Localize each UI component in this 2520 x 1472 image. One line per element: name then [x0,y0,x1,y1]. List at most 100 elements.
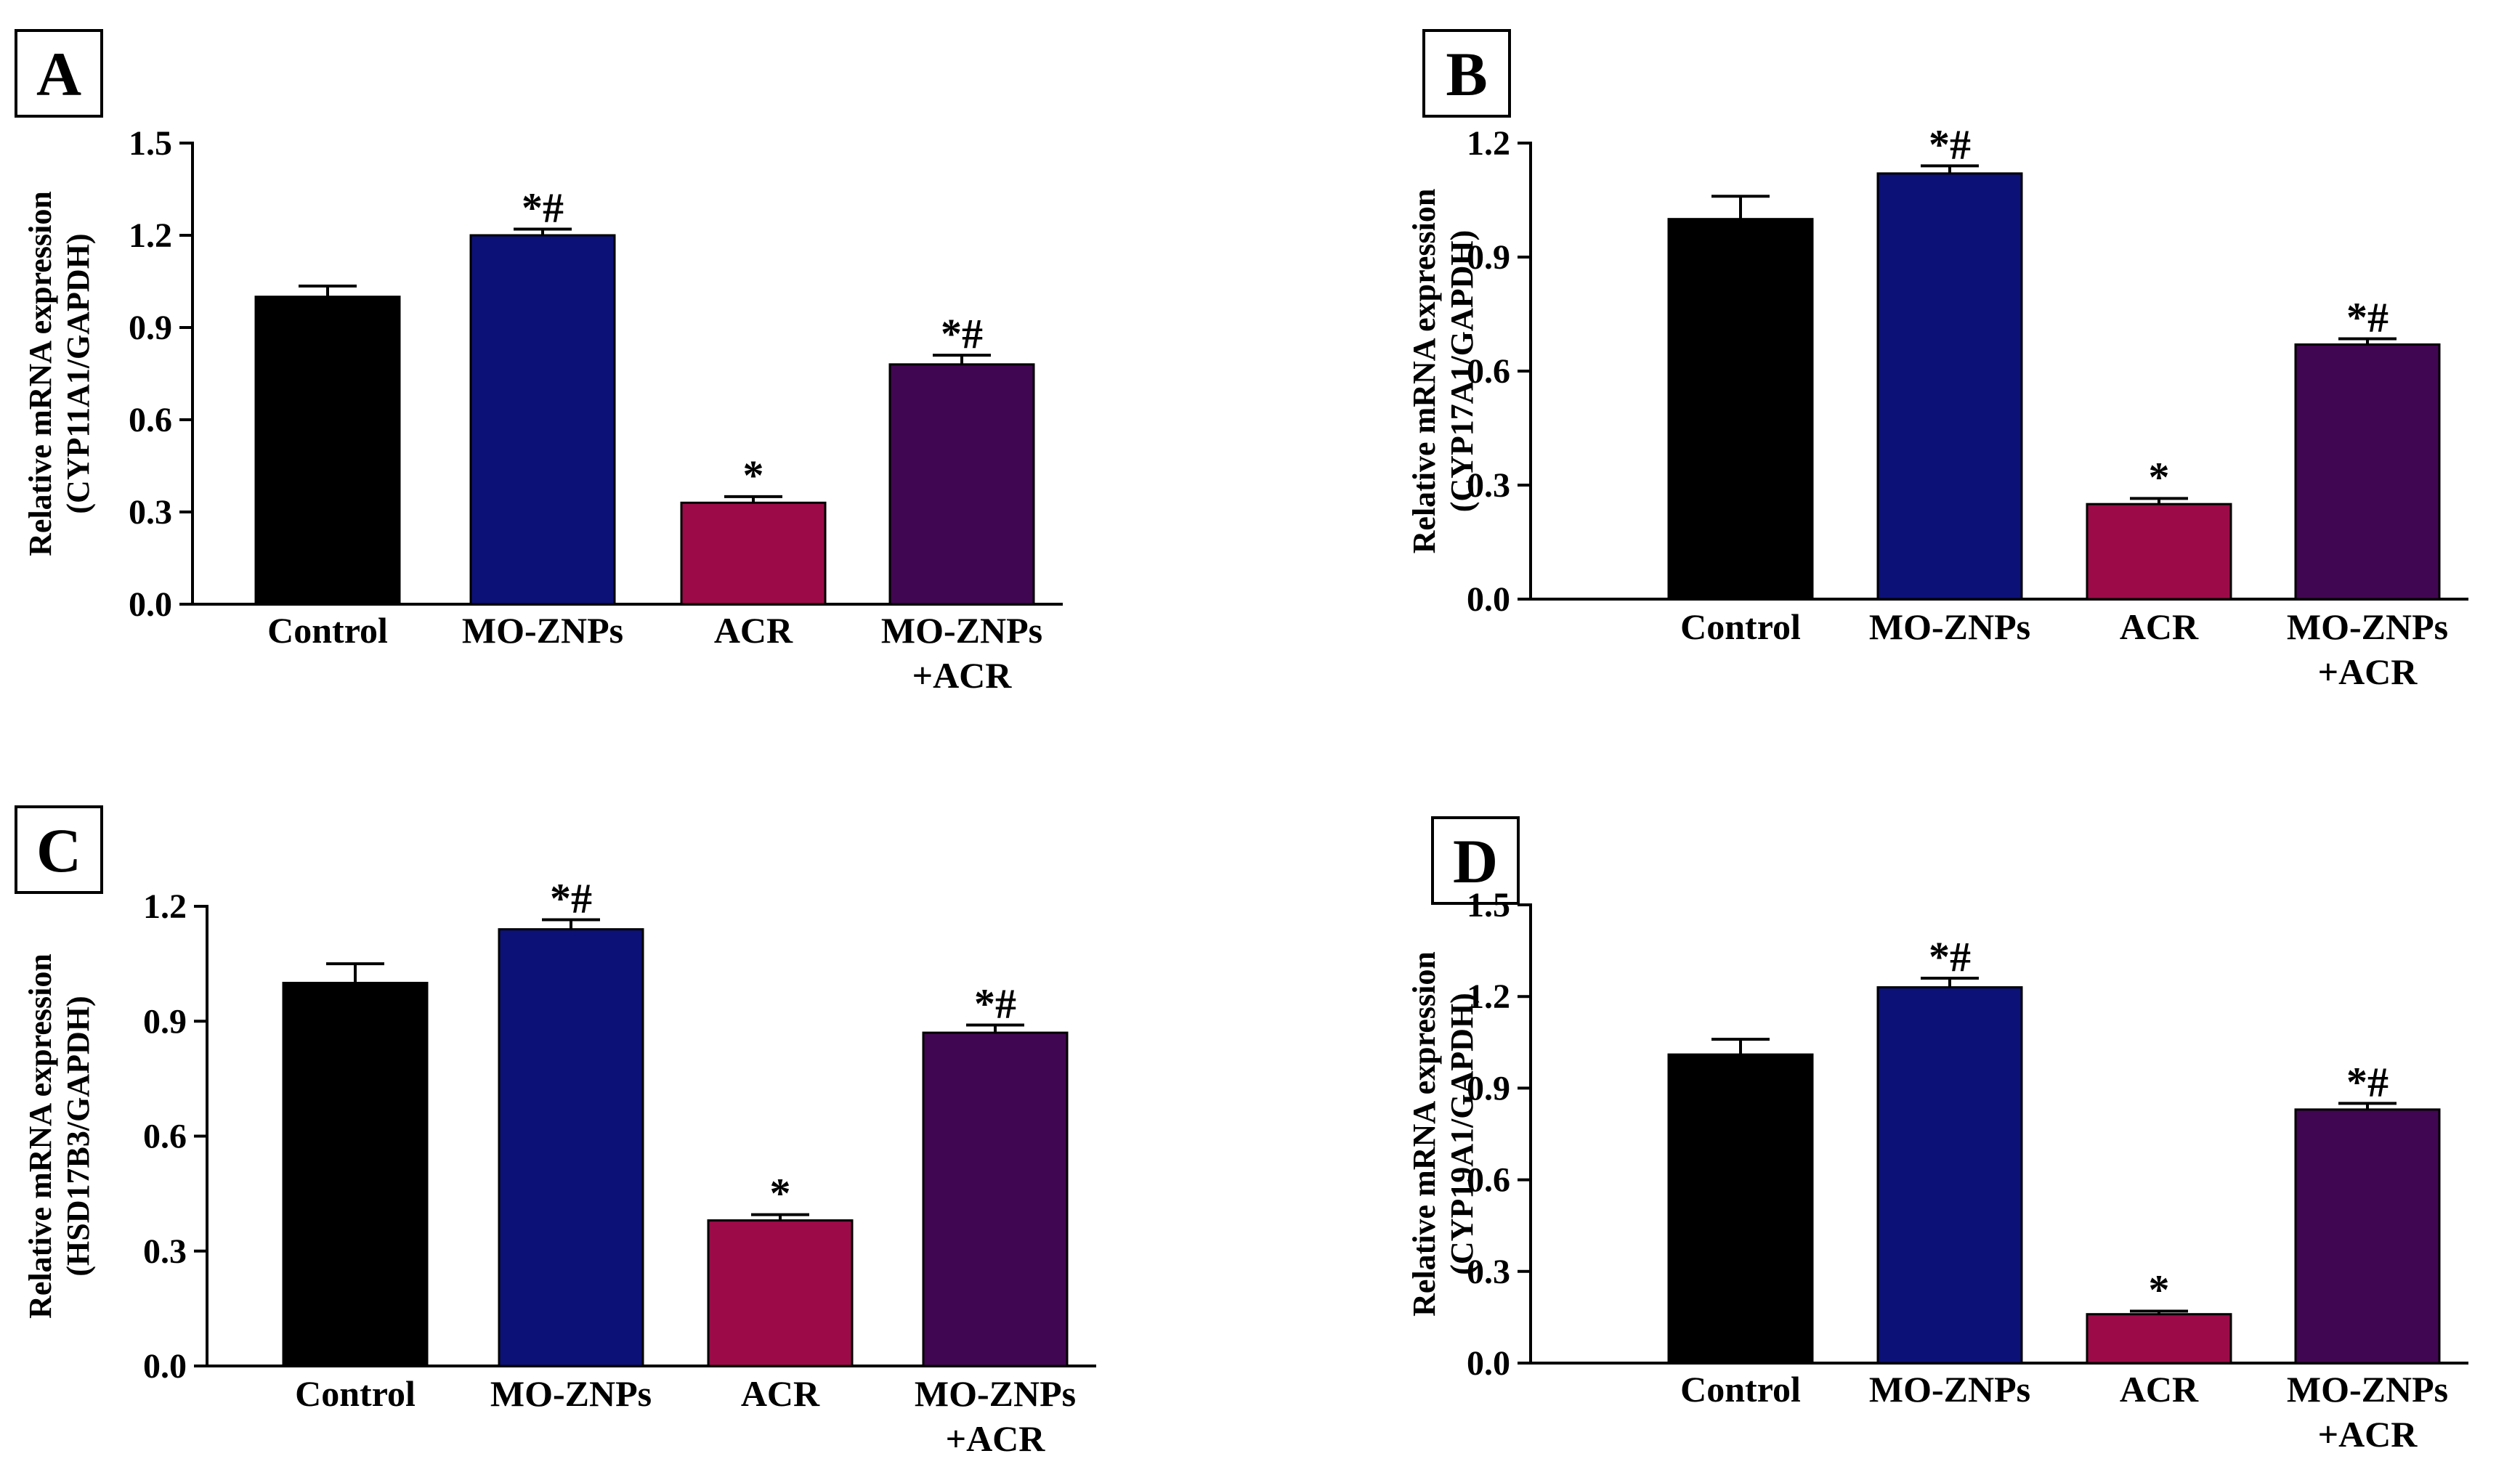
bar-control [254,296,401,606]
significance-mark: *# [2346,294,2389,341]
bar-control [282,982,429,1367]
category-label-line: ACR [2120,1369,2199,1410]
bar-mo-znps-acr [2294,1108,2441,1365]
category-label: ACR [2120,606,2199,647]
y-axis-label: Relative mRNA expression(CYP11A1/GAPDH) [23,191,96,556]
category-label-line: Control [1680,1369,1801,1410]
category-label-line: MO-ZNPs [2287,1369,2448,1410]
y-axis-label-line: (CYP11A1/GAPDH) [60,233,96,513]
y-tick-label: 1.2 [129,216,172,255]
y-tick-label: 1.5 [1467,886,1510,924]
bar-acr [2086,1313,2232,1365]
y-axis-label: Relative mRNA expression(CYP17A1/GAPDH) [1406,189,1480,554]
y-tick-label: 0.0 [143,1347,187,1386]
y-axis-label: Relative mRNA expression(HSD17B3/GAPDH) [23,953,96,1319]
significance-mark: * [2149,1266,2170,1313]
panel-label: C [36,816,81,885]
panel-label-box [15,29,103,118]
category-label-line: MO-ZNPs [915,1373,1076,1414]
bar-control [1667,1053,1814,1365]
bar-mo-znps [498,928,644,1367]
category-label: ACR [2120,1369,2199,1410]
y-tick-label: 1.5 [129,124,172,163]
y-tick-label: 0.0 [1467,1344,1510,1383]
category-label: MO-ZNPs [1869,606,2030,647]
panel-c: C 0.0 0.3 0.6 0.9 1.2 Relative mRNA expression… [15,805,1096,1459]
category-label-line: Control [1680,606,1801,647]
panel-label: D [1453,826,1498,896]
category-label: Control [1680,606,1801,647]
category-label-line: MO-ZNPs [2287,606,2448,647]
panel-label-box [1431,816,1520,905]
bar-mo-znps [469,234,616,606]
category-label-line: Control [267,610,388,651]
y-axis-label-line: Relative mRNA expression [23,953,58,1319]
y-tick-label: 0.0 [129,585,172,624]
y-tick-label: 0.0 [1467,580,1510,619]
y-tick-label: 0.9 [1467,1069,1510,1107]
category-label-line: +ACR [2318,1414,2418,1455]
y-tick-label: 1.2 [143,887,187,926]
bar-mo-znps-acr [922,1031,1069,1367]
category-label: MO-ZNPs +ACR [2287,1369,2448,1455]
bar-acr [680,501,827,606]
y-tick-label: 0.6 [129,401,172,439]
category-label: MO-ZNPs [462,610,623,651]
bar-mo-znps [1876,172,2023,601]
category-label: Control [295,1373,416,1414]
category-label: ACR [714,610,793,651]
y-tick-label: 0.6 [1467,352,1510,391]
category-label-line: MO-ZNPs [881,610,1042,651]
significance-mark: *# [550,874,592,922]
category-label: MO-ZNPs +ACR [2287,606,2448,692]
y-tick-label: 0.3 [1467,466,1510,505]
category-label-line: MO-ZNPs [1869,606,2030,647]
bar-mo-znps-acr [888,363,1035,606]
significance-mark: *# [1929,121,1971,168]
category-label: Control [1680,1369,1801,1410]
panel-b: B 0.0 0.3 0.6 0.9 1.2 Relative mRNA expression… [1406,29,2468,692]
y-tick-label: 0.9 [143,1002,187,1041]
bar-control [1667,218,1814,601]
category-label-line: +ACR [912,655,1013,696]
bar-acr [2086,503,2232,601]
y-tick-label: 0.9 [1467,238,1510,277]
y-tick-label: 0.3 [129,493,172,532]
significance-mark: * [770,1170,791,1217]
category-label-line: +ACR [946,1418,1046,1459]
category-label-line: MO-ZNPs [1869,1369,2030,1410]
category-label-line: MO-ZNPs [462,610,623,651]
category-label-line: MO-ZNPs [490,1373,652,1414]
y-axis-label-line: Relative mRNA expression [23,191,58,556]
panel-label-box [15,805,103,894]
y-tick-label: 0.6 [1467,1161,1510,1200]
bar-mo-znps [1876,986,2023,1365]
category-label-line: ACR [2120,606,2199,647]
y-axis-label-line: (CYP19A1/GAPDH) [1444,993,1480,1275]
y-axis-label-line: Relative mRNA expression [1406,189,1442,554]
y-tick-label: 0.3 [143,1232,187,1271]
panel-label: B [1446,39,1487,109]
category-label: MO-ZNPs +ACR [881,610,1042,696]
panel-d: D 0.0 0.3 0.6 0.9 1.2 1.5 Relative mRNA express… [1406,816,2468,1455]
bar-mo-znps-acr [2294,343,2441,601]
y-axis-label-line: (CYP17A1/GAPDH) [1444,230,1480,513]
panel-a: A 0.0 0.3 0.6 0.9 1.2 1.5 Relative mRNA express… [15,29,1063,696]
significance-mark: *# [941,310,983,357]
y-tick-label: 1.2 [1467,124,1510,163]
bar-acr [707,1219,854,1367]
significance-mark: *# [2346,1058,2389,1105]
significance-mark: *# [974,980,1016,1028]
category-label-line: ACR [714,610,793,651]
y-tick-label: 0.9 [129,309,172,347]
category-label: Control [267,610,388,651]
panel-label-box [1422,29,1511,118]
y-tick-label: 0.6 [143,1118,187,1156]
category-label: ACR [741,1373,820,1414]
y-axis-label-line: Relative mRNA expression [1406,951,1442,1317]
category-label-line: +ACR [2318,651,2418,692]
significance-mark: *# [1929,933,1971,980]
significance-mark: * [2149,453,2170,500]
panel-label: A [36,39,81,109]
